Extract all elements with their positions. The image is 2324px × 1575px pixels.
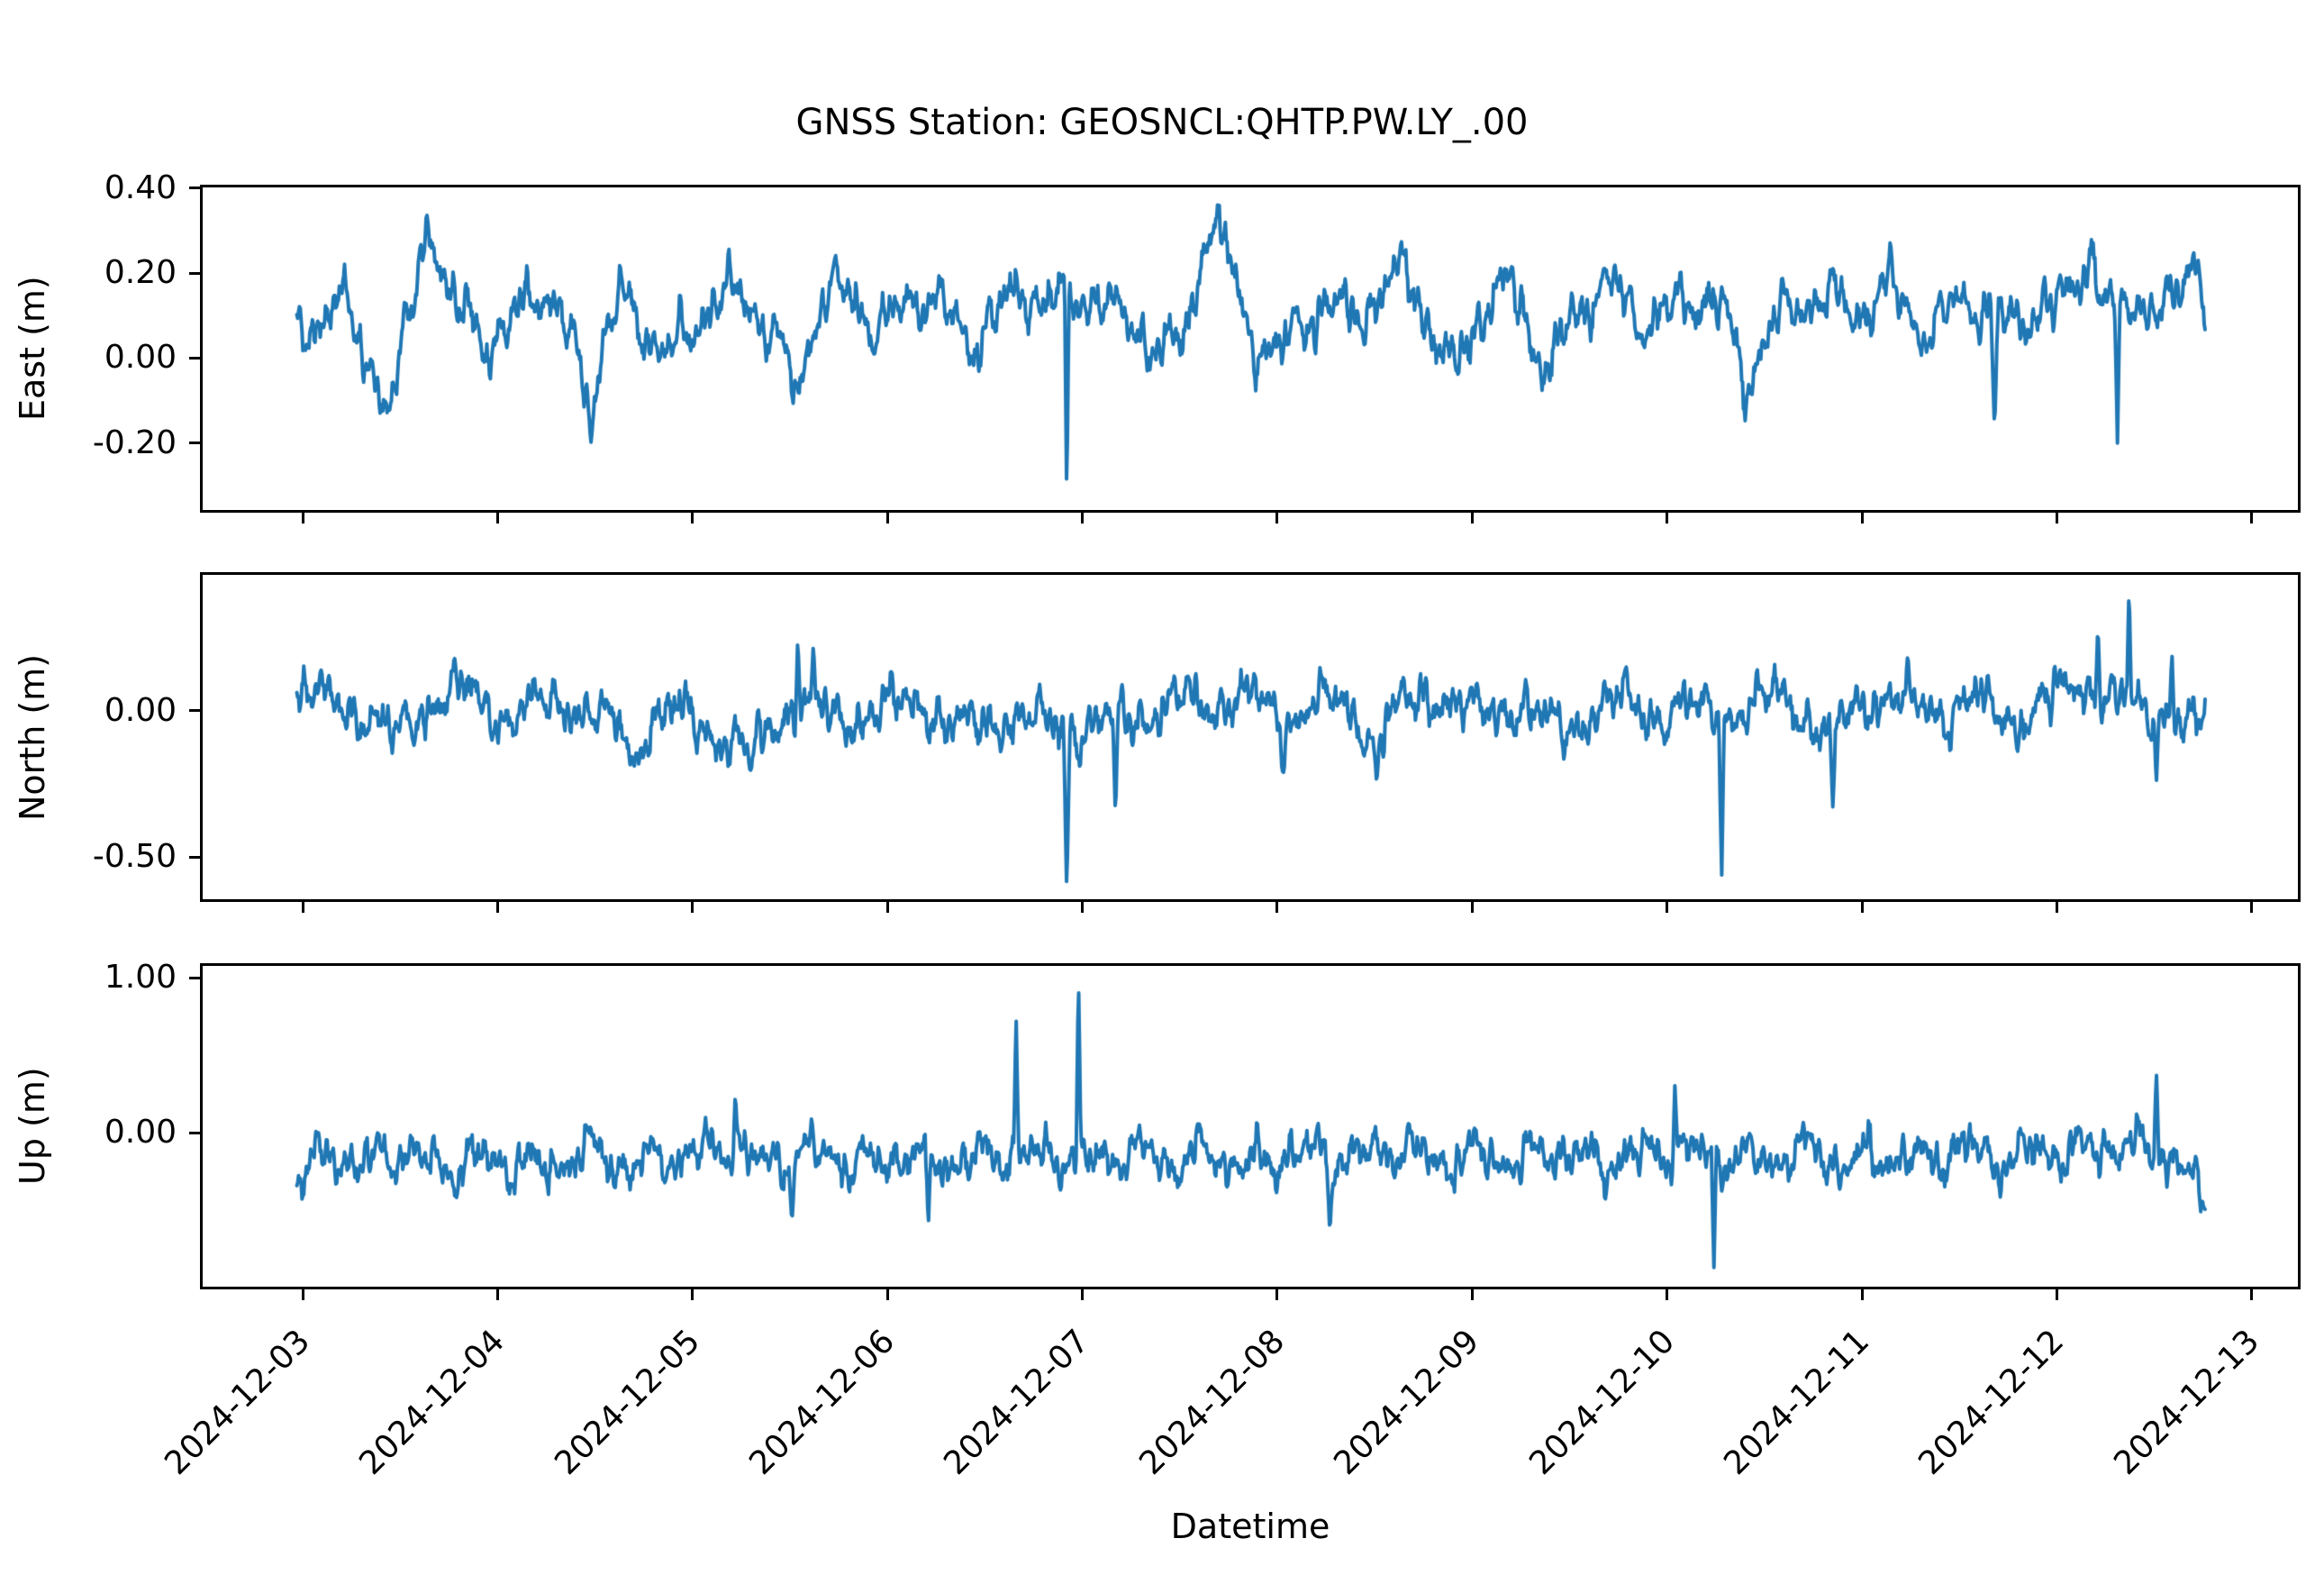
y-tick-mark [189, 1131, 200, 1134]
x-tick-mark [2250, 1289, 2254, 1300]
x-tick-mark [1860, 902, 1864, 913]
x-tick-label-text: 2024-12-04 [352, 1323, 513, 1482]
x-tick-mark [301, 1289, 304, 1300]
title-station-line: GNSS Station: GEOSNCL:QHTP.PW.LY_.00 [795, 102, 1529, 143]
y-tick-mark [189, 855, 200, 859]
x-tick-mark [495, 902, 499, 913]
x-tick-label-text: 2024-12-06 [742, 1323, 903, 1482]
x-tick-mark [301, 902, 304, 913]
x-tick-mark [2056, 902, 2059, 913]
x-tick-mark [691, 902, 694, 913]
x-tick-mark [1666, 902, 1669, 913]
x-tick-mark [495, 1289, 499, 1300]
x-tick-label-text: 2024-12-09 [1327, 1323, 1487, 1482]
north-panel-frame [200, 572, 2301, 902]
up-series-line [203, 966, 2298, 1287]
x-tick-label-text: 2024-12-11 [1717, 1323, 1877, 1482]
x-tick-mark [1666, 1289, 1669, 1300]
x-tick-label-text: 2024-12-07 [937, 1323, 1097, 1482]
x-tick-mark [1081, 902, 1085, 913]
east-axis-label: East (m) [13, 276, 52, 422]
x-tick-mark [1275, 1289, 1279, 1300]
x-tick-label-text: 2024-12-13 [2106, 1323, 2266, 1482]
x-tick-mark [1470, 1289, 1474, 1300]
x-tick-label-text: 2024-12-03 [158, 1323, 317, 1482]
y-tick-mark [189, 976, 200, 979]
north-series-line [203, 575, 2298, 899]
x-tick-label-text: 2024-12-05 [547, 1323, 707, 1482]
x-axis-label: Datetime [1170, 1507, 1330, 1546]
x-tick-mark [885, 1289, 889, 1300]
north-axis-label: North (m) [13, 653, 52, 821]
x-tick-mark [1275, 902, 1279, 913]
x-tick-mark [2056, 1289, 2059, 1300]
x-tick-label-text: 2024-12-12 [1911, 1323, 2072, 1482]
x-tick-mark [885, 902, 889, 913]
x-tick-mark [691, 1289, 694, 1300]
east-panel-frame [200, 185, 2301, 513]
east-series-line [203, 187, 2298, 510]
x-tick-label-text: 2024-12-08 [1132, 1323, 1292, 1482]
y-tick-mark [189, 709, 200, 713]
x-tick-mark [1081, 1289, 1085, 1300]
up-panel-frame [200, 963, 2301, 1289]
up-axis-label: Up (m) [13, 1067, 52, 1186]
x-tick-mark [2250, 902, 2254, 913]
x-tick-mark [1860, 1289, 1864, 1300]
x-tick-label-text: 2024-12-10 [1521, 1323, 1682, 1482]
x-tick-mark [1470, 902, 1474, 913]
